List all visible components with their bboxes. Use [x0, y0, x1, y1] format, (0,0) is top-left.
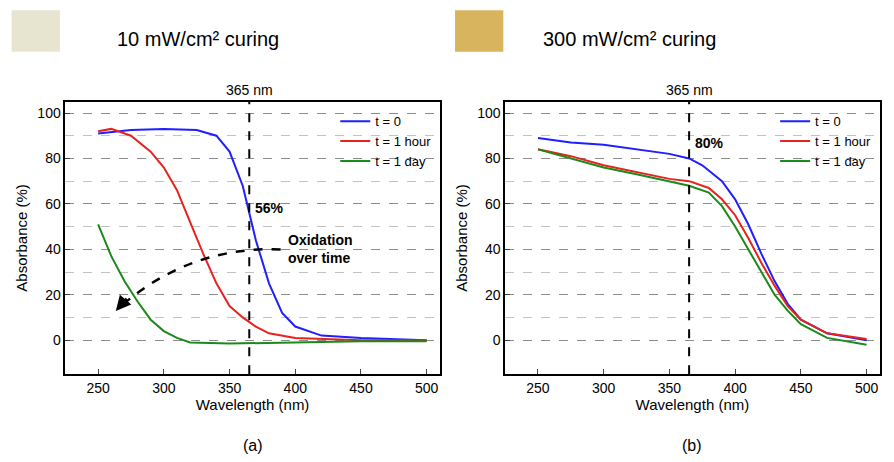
svg-text:40: 40: [45, 241, 61, 257]
svg-text:Wavelength (nm): Wavelength (nm): [196, 396, 310, 413]
svg-text:20: 20: [45, 287, 61, 303]
svg-text:400: 400: [284, 380, 308, 396]
svg-text:56%: 56%: [255, 200, 284, 216]
svg-text:0: 0: [53, 332, 61, 348]
svg-text:(b): (b): [682, 437, 702, 454]
svg-text:t = 0: t = 0: [375, 114, 401, 129]
svg-text:365 nm: 365 nm: [226, 82, 273, 98]
svg-text:250: 250: [526, 380, 550, 396]
svg-text:0: 0: [493, 332, 501, 348]
svg-text:Absorbance (%): Absorbance (%): [13, 184, 30, 292]
svg-text:80: 80: [45, 150, 61, 166]
svg-text:60: 60: [45, 196, 61, 212]
svg-text:250: 250: [86, 380, 110, 396]
svg-text:300: 300: [152, 380, 176, 396]
svg-text:100: 100: [477, 105, 501, 121]
svg-text:t = 1 hour: t = 1 hour: [815, 134, 871, 149]
svg-text:(a): (a): [243, 437, 263, 454]
svg-text:300 mW/cm² curing: 300 mW/cm² curing: [543, 28, 716, 50]
svg-text:300: 300: [592, 380, 616, 396]
svg-text:Absorbance (%): Absorbance (%): [453, 184, 470, 292]
svg-text:350: 350: [658, 380, 682, 396]
svg-text:350: 350: [218, 380, 242, 396]
svg-text:t = 0: t = 0: [815, 114, 841, 129]
svg-text:t = 1 day: t = 1 day: [375, 154, 426, 169]
svg-text:t = 1 hour: t = 1 hour: [375, 134, 431, 149]
svg-text:450: 450: [349, 380, 373, 396]
svg-text:500: 500: [855, 380, 879, 396]
svg-text:400: 400: [723, 380, 747, 396]
svg-text:60: 60: [485, 196, 501, 212]
svg-text:500: 500: [415, 380, 439, 396]
svg-text:20: 20: [485, 287, 501, 303]
svg-text:80: 80: [485, 150, 501, 166]
svg-text:80%: 80%: [695, 135, 724, 151]
svg-text:Oxidationover time: Oxidationover time: [288, 232, 353, 266]
svg-text:Wavelength (nm): Wavelength (nm): [636, 396, 750, 413]
svg-text:100: 100: [37, 105, 61, 121]
svg-text:10 mW/cm² curing: 10 mW/cm² curing: [117, 28, 279, 50]
svg-text:450: 450: [789, 380, 813, 396]
svg-text:t = 1 day: t = 1 day: [815, 154, 866, 169]
svg-text:40: 40: [485, 241, 501, 257]
svg-text:365 nm: 365 nm: [666, 82, 713, 98]
